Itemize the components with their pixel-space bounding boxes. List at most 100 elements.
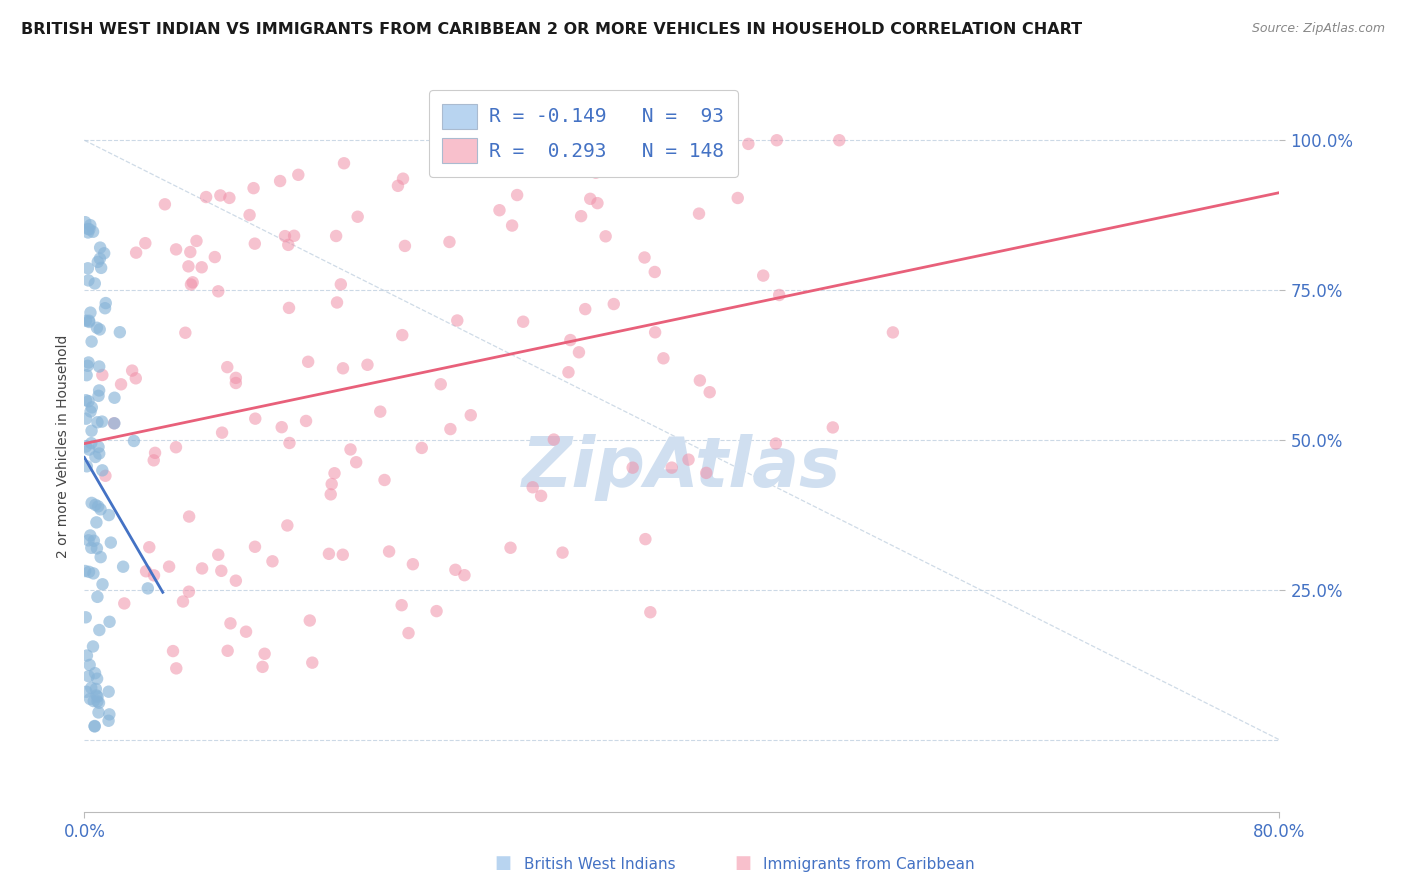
Point [391, 328, 413, 343]
Point [98, 707, 121, 722]
Point [172, 594, 194, 608]
Point [262, 554, 284, 568]
Point [83, 719, 105, 733]
Point [588, 133, 610, 147]
Point [689, 374, 711, 388]
Point [269, 174, 291, 188]
Point [332, 361, 354, 376]
Point [80, 681, 103, 695]
Point [333, 156, 356, 170]
Point [91, 415, 114, 429]
Point [112, 559, 135, 574]
Point [93, 246, 115, 260]
Point [89, 446, 111, 460]
Legend: R = -0.149   N =  93, R =  0.293   N = 148: R = -0.149 N = 93, R = 0.293 N = 148 [429, 90, 738, 177]
Point [242, 181, 264, 195]
Point [89, 623, 111, 637]
Point [575, 133, 598, 147]
Point [76, 359, 98, 373]
Point [87, 706, 110, 720]
Point [75, 411, 97, 425]
Point [79, 657, 101, 672]
Point [112, 596, 135, 610]
Point [387, 178, 409, 193]
Point [77, 355, 100, 369]
Point [270, 420, 292, 434]
Point [86, 516, 108, 530]
Point [394, 239, 416, 253]
Point [344, 455, 367, 469]
Point [83, 277, 105, 291]
Point [89, 384, 111, 398]
Point [103, 417, 125, 431]
Point [87, 389, 110, 403]
Point [368, 404, 391, 418]
Point [378, 544, 401, 558]
Point [325, 229, 347, 244]
Point [276, 518, 298, 533]
Point [634, 532, 657, 546]
Point [77, 669, 100, 683]
Point [444, 563, 467, 577]
Point [77, 226, 100, 240]
Point [180, 277, 202, 292]
Point [97, 684, 120, 698]
Point [209, 188, 232, 202]
Point [195, 190, 218, 204]
Point [79, 692, 101, 706]
Point [87, 500, 110, 514]
Point [446, 313, 468, 327]
Point [75, 440, 97, 454]
Point [278, 436, 301, 450]
Point [75, 610, 97, 624]
Point [882, 326, 904, 340]
Point [79, 404, 101, 418]
Point [84, 681, 107, 696]
Point [121, 363, 143, 377]
Point [277, 238, 299, 252]
Point [398, 626, 420, 640]
Point [295, 414, 318, 428]
Point [318, 547, 340, 561]
Point [177, 584, 200, 599]
Point [83, 694, 105, 708]
Point [207, 548, 229, 562]
Point [235, 624, 257, 639]
Point [103, 391, 125, 405]
Point [174, 326, 197, 340]
Point [530, 489, 553, 503]
Point [86, 690, 108, 704]
Point [346, 210, 368, 224]
Point [80, 424, 103, 438]
Point [77, 442, 100, 457]
Point [136, 582, 159, 596]
Point [157, 559, 180, 574]
Point [165, 661, 187, 675]
Point [217, 644, 239, 658]
Point [80, 496, 103, 510]
Point [402, 558, 425, 572]
Point [80, 541, 103, 555]
Point [110, 377, 132, 392]
Point [278, 301, 301, 315]
Point [574, 302, 596, 317]
Point [79, 305, 101, 319]
Point [512, 315, 534, 329]
Point [77, 314, 100, 328]
Point [89, 322, 111, 336]
Point [560, 333, 582, 347]
Point [98, 615, 121, 629]
Point [218, 191, 240, 205]
Point [87, 440, 110, 454]
Point [652, 351, 675, 366]
Text: British West Indians: British West Indians [524, 857, 676, 872]
Point [245, 411, 267, 425]
Point [207, 285, 229, 299]
Point [522, 480, 544, 494]
Point [204, 250, 226, 264]
Point [77, 273, 100, 287]
Point [429, 377, 451, 392]
Point [122, 434, 145, 448]
Point [329, 277, 352, 292]
Point [765, 436, 787, 450]
